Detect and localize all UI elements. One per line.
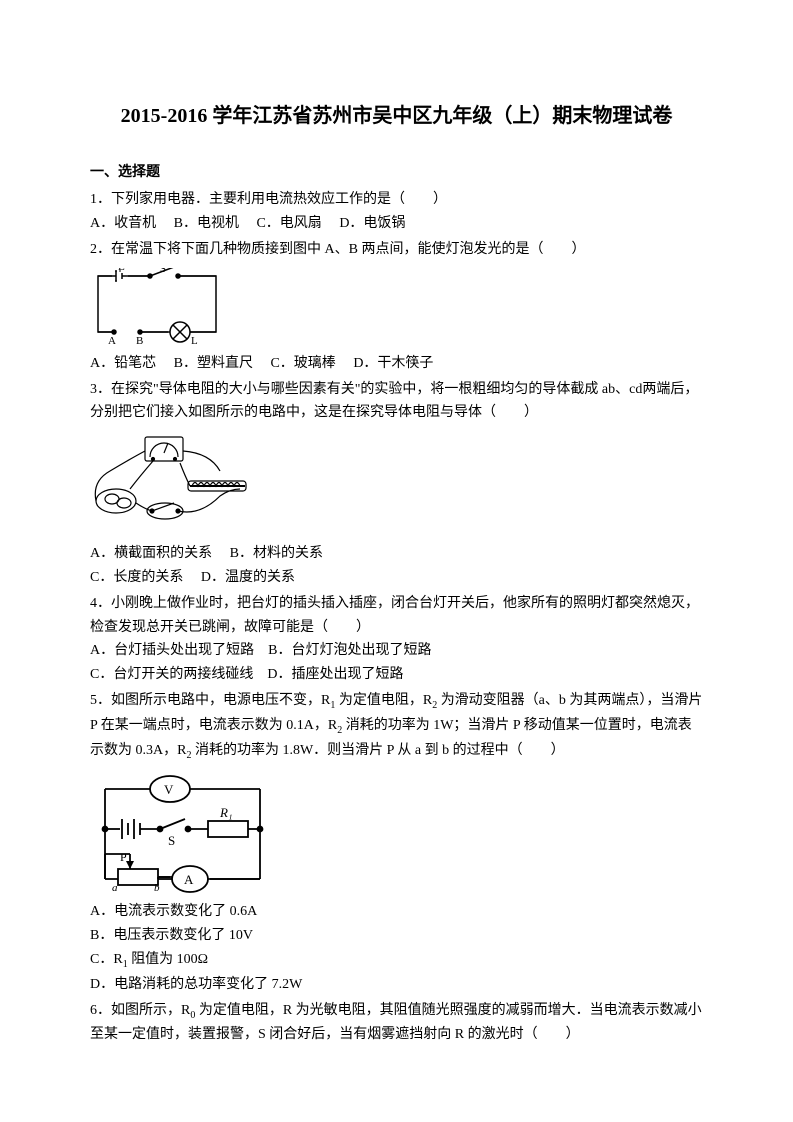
q4-options-row2: C．台灯开关的两接线碰线 D．插座处出现了短路 xyxy=(90,663,703,687)
q2-opt-b: B．塑料直尺 xyxy=(174,356,253,371)
q4-text: 4．小刚晚上做作业时，把台灯的插头插入插座，闭合台灯开关后，他家所有的照明灯都突… xyxy=(90,592,703,640)
q3-opt-d: D．温度的关系 xyxy=(201,570,295,585)
q1-text: 1．下列家用电器．主要利用电流热效应工作的是（ ） xyxy=(90,188,703,212)
question-4: 4．小刚晚上做作业时，把台灯的插头插入插座，闭合台灯开关后，他家所有的照明灯都突… xyxy=(90,592,703,687)
q2-label-b: B xyxy=(136,335,143,346)
q5-diagram: V xyxy=(90,769,703,894)
q3-diagram xyxy=(90,431,703,536)
question-1: 1．下列家用电器．主要利用电流热效应工作的是（ ） A．收音机 B．电视机 C．… xyxy=(90,188,703,236)
q1-options: A．收音机 B．电视机 C．电风扇 D．电饭锅 xyxy=(90,212,703,236)
question-3: 3．在探究"导体电阻的大小与哪些因素有关"的实验中，将一根粗细均匀的导体截成 a… xyxy=(90,378,703,590)
q5-text: 5．如图所示电路中，电源电压不变，R1 为定值电阻，R2 为滑动变阻器（a、b … xyxy=(90,689,703,763)
question-6: 6．如图所示，R0 为定值电阻，R 为光敏电阻，其阻值随光照强度的减弱而增大．当… xyxy=(90,999,703,1048)
q2-opt-c: C．玻璃棒 xyxy=(270,356,335,371)
svg-text:A: A xyxy=(184,872,194,887)
q3-opt-b: B．材料的关系 xyxy=(230,546,323,561)
q4-opt-b: B．台灯灯泡处出现了短路 xyxy=(268,643,431,658)
q5-options: A．电流表示数变化了 0.6A B．电压表示数变化了 10V C．R1 阻值为 … xyxy=(90,900,703,996)
q6-text: 6．如图所示，R0 为定值电阻，R 为光敏电阻，其阻值随光照强度的减弱而增大．当… xyxy=(90,999,703,1048)
q5-opt-c: C．R1 阻值为 100Ω xyxy=(90,948,703,973)
q5-opt-a: A．电流表示数变化了 0.6A xyxy=(90,900,703,924)
q2-diagram: E S A B L xyxy=(90,268,703,346)
q1-opt-d: D．电饭锅 xyxy=(339,216,405,231)
q1-opt-c: C．电风扇 xyxy=(256,216,321,231)
q4-options-row1: A．台灯插头处出现了短路 B．台灯灯泡处出现了短路 xyxy=(90,639,703,663)
q1-opt-b: B．电视机 xyxy=(174,216,239,231)
q2-label-a: A xyxy=(108,335,116,346)
question-2: 2．在常温下将下面几种物质接到图中 A、B 两点间，能使灯泡发光的是（ ） xyxy=(90,238,703,376)
q4-opt-a: A．台灯插头处出现了短路 xyxy=(90,643,254,658)
q5-label-b: b xyxy=(154,882,160,894)
q3-opt-a: A．横截面积的关系 xyxy=(90,546,212,561)
q5-label-a: a xyxy=(112,882,118,894)
svg-text:V: V xyxy=(164,782,174,797)
section-mcq: 一、选择题 xyxy=(90,162,703,184)
q5-opt-d: D．电路消耗的总功率变化了 7.2W xyxy=(90,973,703,997)
q5-label-p: P xyxy=(120,850,127,864)
q5-label-s: S xyxy=(168,833,175,848)
q2-label-l: L xyxy=(191,335,198,346)
question-5: 5．如图所示电路中，电源电压不变，R1 为定值电阻，R2 为滑动变阻器（a、b … xyxy=(90,689,703,997)
q5-label-r1: R₁ xyxy=(219,805,232,820)
q2-label-s: S xyxy=(160,268,166,275)
q2-text: 2．在常温下将下面几种物质接到图中 A、B 两点间，能使灯泡发光的是（ ） xyxy=(90,238,703,262)
q5-opt-b: B．电压表示数变化了 10V xyxy=(90,924,703,948)
q3-opt-c: C．长度的关系 xyxy=(90,570,183,585)
q3-options-row2: C．长度的关系 D．温度的关系 xyxy=(90,566,703,590)
exam-title: 2015-2016 学年江苏省苏州市吴中区九年级（上）期末物理试卷 xyxy=(90,100,703,132)
q4-opt-c: C．台灯开关的两接线碰线 xyxy=(90,667,253,682)
q1-opt-a: A．收音机 xyxy=(90,216,156,231)
q4-opt-d: D．插座处出现了短路 xyxy=(267,667,403,682)
q3-options-row1: A．横截面积的关系 B．材料的关系 xyxy=(90,542,703,566)
q2-options: A．铅笔芯 B．塑料直尺 C．玻璃棒 D．干木筷子 xyxy=(90,352,703,376)
q2-opt-d: D．干木筷子 xyxy=(353,356,433,371)
q2-label-e: E xyxy=(118,268,125,273)
q2-opt-a: A．铅笔芯 xyxy=(90,356,156,371)
q3-text: 3．在探究"导体电阻的大小与哪些因素有关"的实验中，将一根粗细均匀的导体截成 a… xyxy=(90,378,703,426)
